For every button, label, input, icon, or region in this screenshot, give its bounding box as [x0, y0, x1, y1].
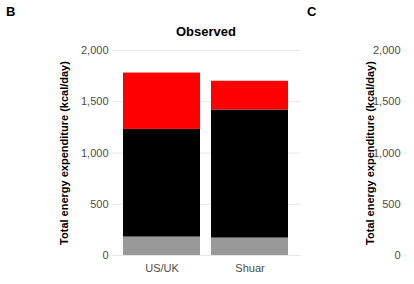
html-text:Observed: Observed: [176, 24, 236, 39]
html-text:C: C: [307, 4, 317, 19]
svg-text:1,000: 1,000: [81, 147, 109, 159]
svg-text:1,000: 1,000: [373, 147, 401, 159]
svg-text:2,000: 2,000: [81, 44, 109, 56]
html-text:B: B: [6, 4, 16, 19]
svg-text:1,500: 1,500: [373, 95, 401, 107]
svg-text:Total energy expenditure (kcal: Total energy expenditure (kcal/day): [58, 61, 70, 245]
svg-text:Total energy expenditure (kcal: Total energy expenditure (kcal/day): [364, 61, 376, 245]
svg-text:US/UK: US/UK: [145, 262, 179, 274]
svg-text:Shuar: Shuar: [235, 262, 265, 274]
svg-text:1,500: 1,500: [81, 95, 109, 107]
svg-text:2,000: 2,000: [373, 44, 401, 56]
svg-text:500: 500: [90, 198, 108, 210]
svg-text:0: 0: [394, 249, 400, 261]
svg-text:500: 500: [382, 198, 400, 210]
svg-text:0: 0: [102, 249, 108, 261]
